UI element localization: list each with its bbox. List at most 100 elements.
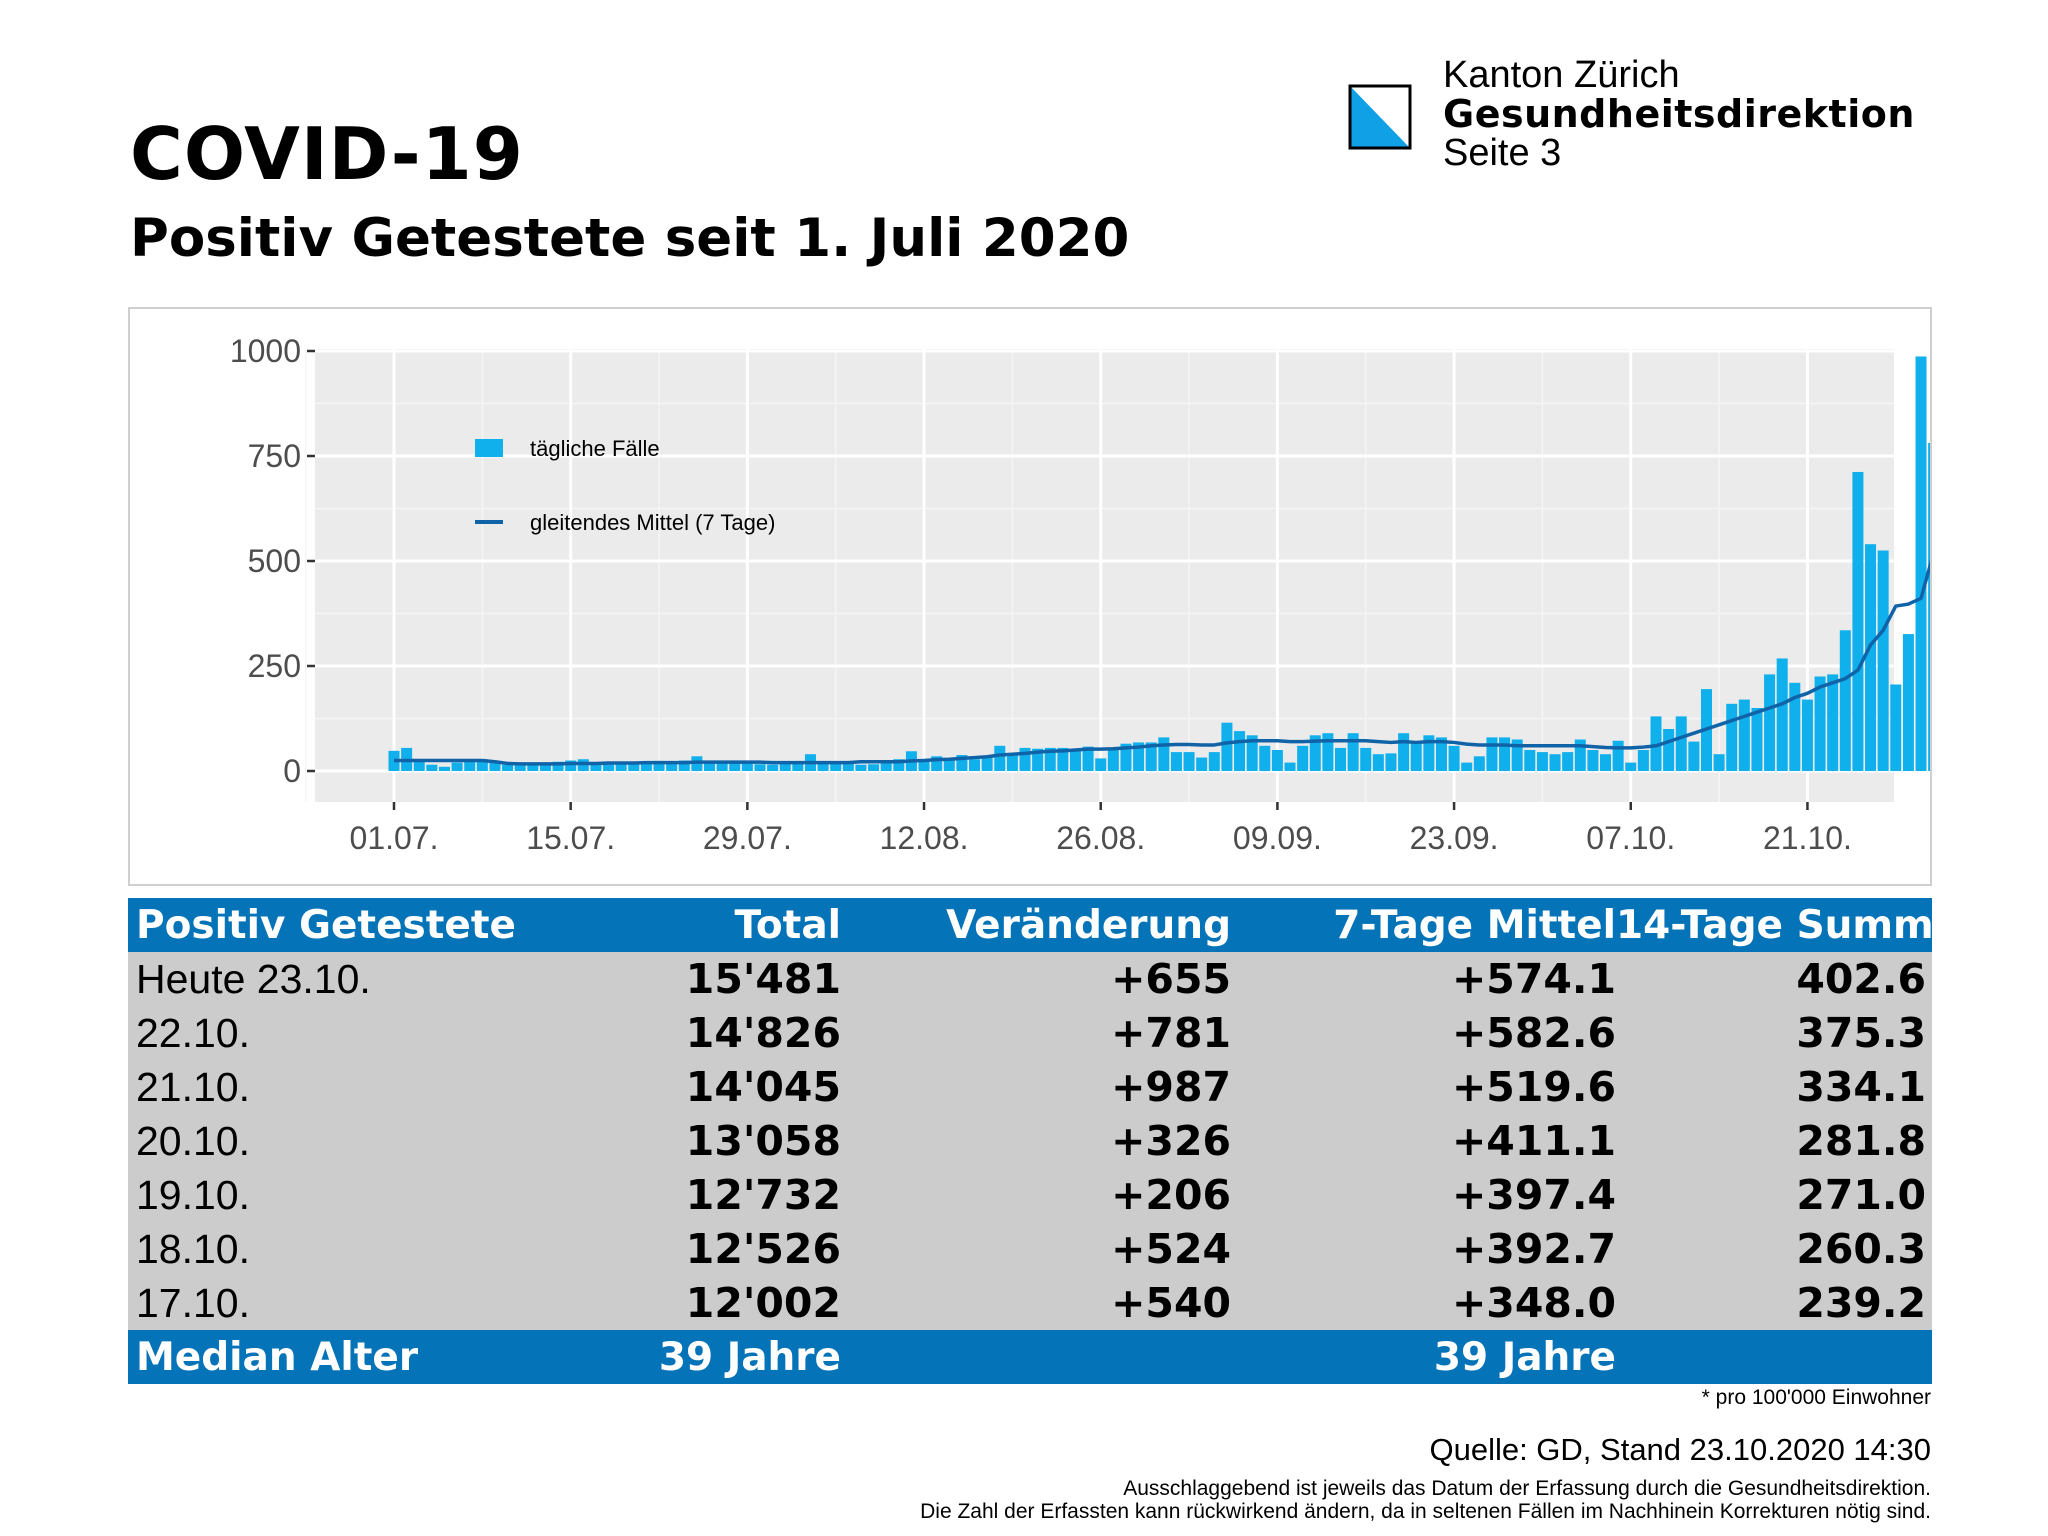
table-cell: +392.7: [1451, 1225, 1616, 1273]
daily-cases-bar: [1801, 699, 1813, 771]
table-cell: 271.0: [1796, 1171, 1926, 1219]
y-tick-label: 1000: [230, 333, 301, 369]
daily-cases-bar: [1574, 739, 1586, 771]
daily-cases-bar: [653, 760, 665, 771]
daily-cases-bar: [1158, 737, 1170, 771]
table-row: Heute 23.10. 15'481 +655 +574.1 402.6: [128, 952, 1932, 1006]
x-tick-label: 26.08.: [1056, 820, 1145, 856]
x-tick-label: 12.08.: [880, 820, 969, 856]
daily-cases-bar: [1600, 754, 1612, 771]
daily-cases-bar: [1562, 752, 1574, 771]
table-cell: 12'526: [685, 1225, 841, 1273]
daily-cases-bar: [1827, 674, 1839, 771]
daily-cases-bar: [1650, 716, 1662, 771]
daily-cases-bar: [1839, 630, 1851, 771]
daily-cases-bar: [1776, 658, 1788, 771]
daily-cases-bar: [1637, 750, 1649, 771]
x-tick-label: 09.09.: [1233, 820, 1322, 856]
daily-cases-bar: [868, 764, 880, 771]
daily-cases-bar: [1234, 731, 1246, 771]
daily-cases-bar: [1221, 722, 1233, 771]
table-cell: 239.2: [1796, 1279, 1926, 1327]
daily-cases-bar: [1486, 737, 1498, 771]
table-cell: +655: [1111, 955, 1231, 1003]
table-cell: 15'481: [685, 955, 841, 1003]
daily-cases-bar: [1890, 684, 1902, 771]
header-cell: Positiv Getestete: [136, 902, 516, 948]
daily-cases-bar: [1852, 471, 1864, 771]
daily-cases-bar: [981, 756, 993, 771]
daily-cases-bar: [426, 764, 438, 771]
daily-cases-bar: [1170, 752, 1182, 771]
daily-cases-bar: [1902, 634, 1914, 771]
daily-cases-bar: [1789, 682, 1801, 771]
daily-cases-bar: [792, 762, 804, 771]
daily-cases-bar: [628, 761, 640, 771]
page-title: COVID-19: [130, 112, 524, 196]
daily-cases-bar: [615, 762, 627, 771]
summary-table: Positiv Getestete Total Veränderung 7-Ta…: [128, 898, 1981, 1384]
table-cell: 260.3: [1796, 1225, 1926, 1273]
daily-cases-bar: [1511, 739, 1523, 771]
table-cell: 12'732: [685, 1171, 841, 1219]
daily-cases-bar: [1309, 735, 1321, 771]
daily-cases-bar: [1865, 544, 1877, 771]
daily-cases-bar: [438, 766, 450, 771]
daily-cases-bar: [918, 759, 930, 771]
daily-cases-bar: [1473, 756, 1485, 771]
header-cell: 7-Tage Mittel: [1333, 902, 1616, 948]
table-cell: 18.10.: [136, 1225, 250, 1272]
table-cell: 20.10.: [136, 1117, 250, 1164]
table-cell: 21.10.: [136, 1063, 250, 1110]
daily-cases-bar: [1499, 737, 1511, 771]
org-department: Gesundheitsdirektion: [1443, 92, 1915, 136]
y-tick-label: 0: [283, 753, 301, 789]
daily-cases-bar: [842, 763, 854, 771]
page-number: Seite 3: [1443, 132, 1562, 174]
legend-line-label: gleitendes Mittel (7 Tage): [530, 510, 775, 535]
daily-cases-bar: [1019, 747, 1031, 771]
daily-cases-bar: [1587, 750, 1599, 771]
daily-cases-bar: [502, 764, 514, 771]
table-cell: +519.6: [1451, 1063, 1616, 1111]
table-cell: +348.0: [1451, 1279, 1616, 1327]
daily-cases-bar: [893, 759, 905, 771]
daily-cases-bar: [1347, 733, 1359, 771]
table-row: 19.10. 12'732 +206 +397.4 271.0: [128, 1168, 1932, 1222]
table-cell: +540: [1111, 1279, 1231, 1327]
cases-chart: 0 250 500 750 1000 01.07. 15.07. 29.07. 12.08. 26…: [230, 333, 1930, 856]
header-cell: Veränderung: [946, 902, 1231, 948]
daily-cases-bar: [1448, 745, 1460, 771]
daily-cases-bar: [1069, 750, 1081, 771]
daily-cases-bar: [704, 761, 715, 771]
daily-cases-bar: [956, 755, 968, 771]
daily-cases-bar: [539, 764, 551, 771]
daily-cases-bar: [1524, 750, 1536, 771]
table-row: 21.10. 14'045 +987 +519.6 334.1: [128, 1060, 1932, 1114]
daily-cases-bar: [1082, 746, 1094, 771]
daily-cases-bar: [969, 759, 981, 771]
daily-cases-bar: [779, 763, 791, 771]
daily-cases-bar: [1549, 754, 1561, 771]
table-cell: Heute 23.10.: [136, 955, 371, 1002]
table-cell: 375.3: [1796, 1009, 1926, 1057]
daily-cases-bar: [741, 762, 753, 771]
daily-cases-bar: [1738, 699, 1750, 771]
daily-cases-bar: [1032, 748, 1044, 771]
org-canton: Kanton Zürich: [1443, 54, 1680, 96]
x-tick-label: 15.07.: [526, 820, 615, 856]
kanton-zuerich-logo: [1348, 84, 1412, 150]
daily-cases-bar: [1246, 735, 1258, 771]
disclaimer: Ausschlaggebend ist jeweils das Datum de…: [920, 1477, 1931, 1523]
table-cell: 17.10.: [136, 1279, 250, 1326]
table-row: 18.10. 12'526 +524 +392.7 260.3: [128, 1222, 1932, 1276]
table-cell: +411.1: [1451, 1117, 1616, 1165]
daily-cases-bar: [1297, 745, 1309, 771]
chart-panel: 0 250 500 750 1000 01.07. 15.07. 29.07. 12.08. 26…: [128, 307, 1932, 886]
daily-cases-bar: [1675, 716, 1687, 771]
daily-cases-bar: [1928, 442, 1930, 771]
header-cell: 14-Tage Summe*: [1616, 902, 1981, 948]
daily-cases-bar: [1688, 741, 1700, 771]
daily-cases-bar: [1663, 729, 1675, 771]
daily-cases-bar: [565, 760, 577, 771]
